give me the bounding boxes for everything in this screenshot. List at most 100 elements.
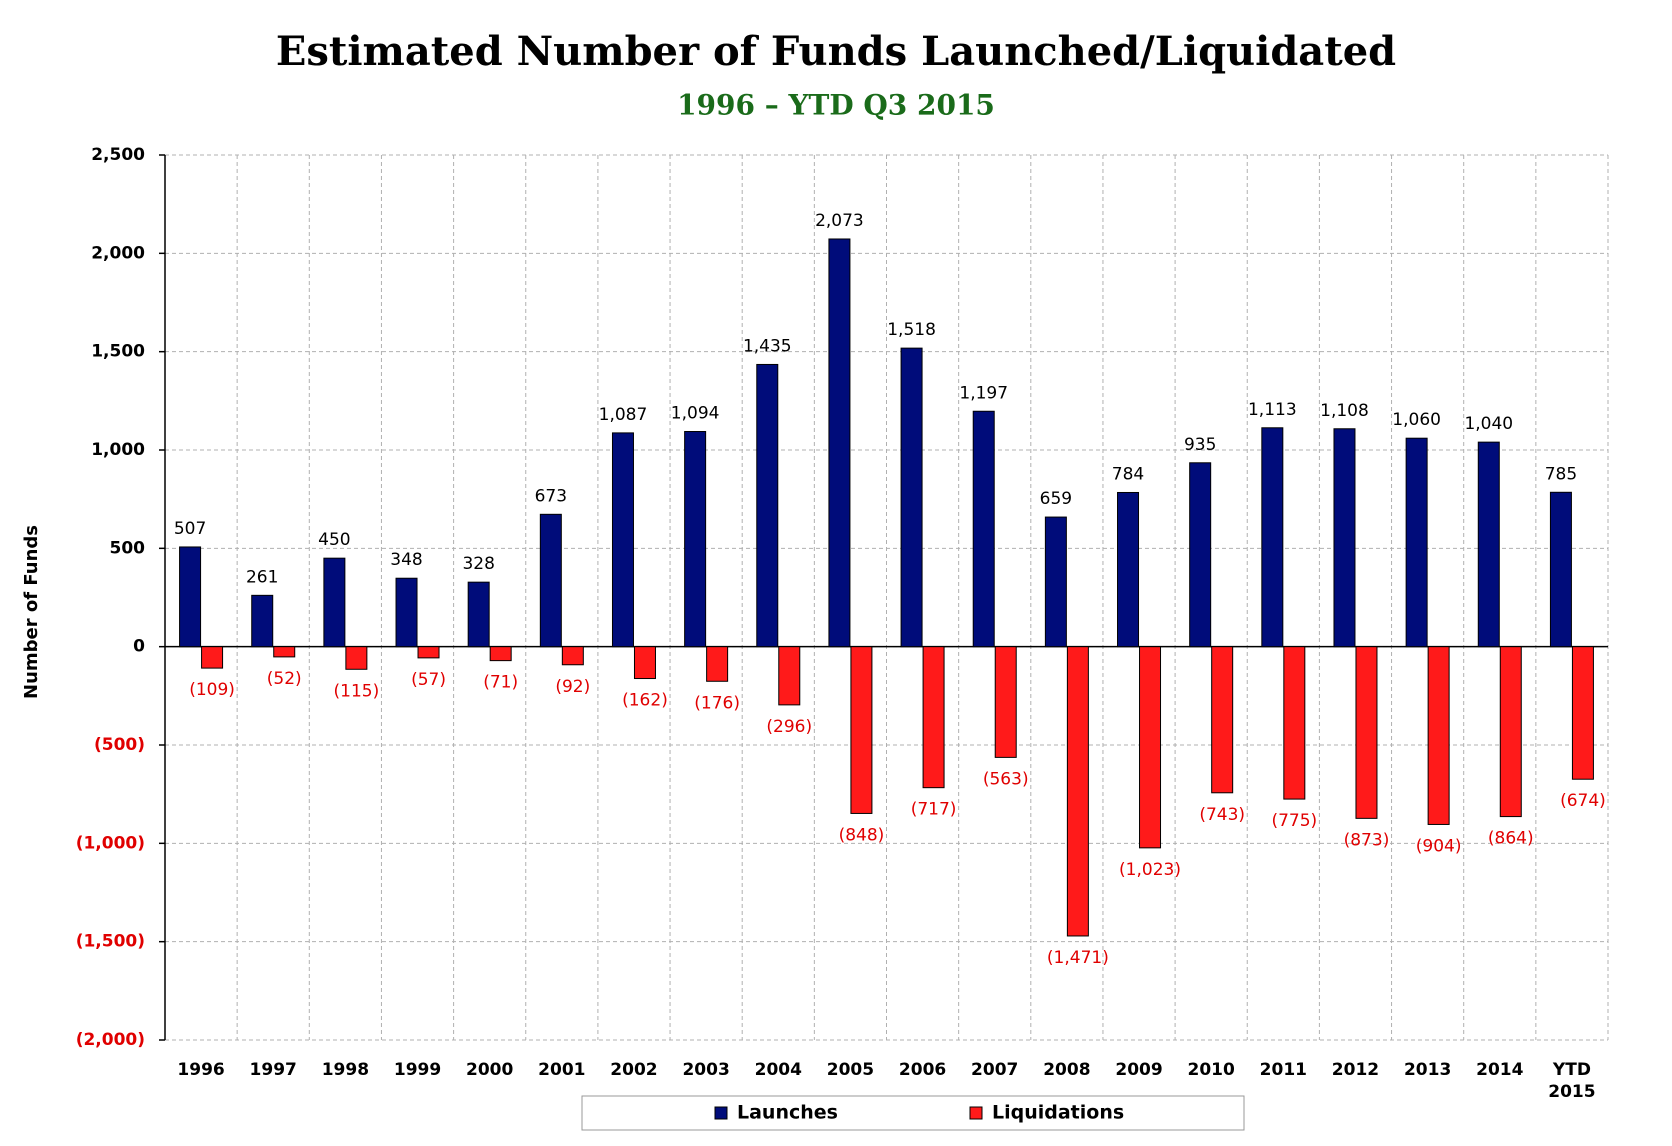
x-tick-label: 2006 <box>899 1060 946 1080</box>
value-label: (904) <box>1416 836 1462 856</box>
bar <box>756 363 779 648</box>
value-label: 1,197 <box>959 383 1008 403</box>
x-tick-label-line: 2010 <box>1188 1060 1235 1080</box>
bar <box>1261 427 1284 648</box>
value-label: (162) <box>622 691 668 711</box>
value-label: (176) <box>694 693 740 713</box>
value-label: (296) <box>766 717 812 737</box>
bar <box>994 646 1017 758</box>
bar <box>706 646 729 682</box>
x-tick-label-line: 2007 <box>971 1060 1018 1080</box>
x-tick-label-line: 2011 <box>1260 1060 1307 1080</box>
bar <box>273 646 296 658</box>
value-label: 784 <box>1112 464 1144 484</box>
y-tick-label: (2,000) <box>76 1030 145 1050</box>
bar <box>1355 646 1378 819</box>
bar <box>395 577 418 648</box>
x-tick-label-line: 2000 <box>466 1060 513 1080</box>
value-label: 450 <box>318 530 350 550</box>
bar <box>539 513 562 648</box>
bar <box>1333 428 1356 648</box>
x-tick-label: YTD 2015 <box>1548 1060 1595 1102</box>
x-tick-label: 2001 <box>538 1060 585 1080</box>
x-tick-label-line: 2003 <box>682 1060 729 1080</box>
x-tick-label: 1999 <box>394 1060 441 1080</box>
value-label: 1,518 <box>887 320 936 340</box>
x-tick-label-line: 1996 <box>177 1060 224 1080</box>
bar <box>179 546 202 648</box>
x-tick-label-line: 2001 <box>538 1060 585 1080</box>
bar <box>900 347 923 648</box>
x-tick-label-line: 1997 <box>250 1060 297 1080</box>
x-tick-label: 2014 <box>1476 1060 1523 1080</box>
legend-label: Launches <box>737 1102 838 1124</box>
value-label: (109) <box>189 680 235 700</box>
legend-swatch <box>714 1106 728 1120</box>
bar <box>1477 441 1500 648</box>
value-label: (71) <box>483 673 518 693</box>
bar <box>611 432 634 648</box>
value-label: 659 <box>1040 489 1072 509</box>
x-tick-label: 2005 <box>827 1060 874 1080</box>
x-tick-label-line: 2002 <box>610 1060 657 1080</box>
x-tick-label: 1997 <box>250 1060 297 1080</box>
value-label: (563) <box>983 769 1029 789</box>
x-tick-label-line: 1999 <box>394 1060 441 1080</box>
x-tick-label-line: 2009 <box>1115 1060 1162 1080</box>
bar <box>778 646 801 706</box>
value-label: (57) <box>411 670 446 690</box>
value-label: 1,113 <box>1248 400 1297 420</box>
x-tick-label-line: 2008 <box>1043 1060 1090 1080</box>
x-tick-label-line: 2015 <box>1548 1082 1595 1102</box>
legend-label: Liquidations <box>992 1102 1124 1124</box>
bar <box>1405 437 1428 648</box>
bar <box>251 594 274 648</box>
value-label: (674) <box>1560 791 1606 811</box>
x-tick-label: 2007 <box>971 1060 1018 1080</box>
x-tick-label-line: 2006 <box>899 1060 946 1080</box>
x-tick-label-line: 2005 <box>827 1060 874 1080</box>
bar <box>633 646 656 680</box>
value-label: 935 <box>1184 435 1216 455</box>
bar <box>1427 646 1450 825</box>
x-tick-label: 2013 <box>1404 1060 1451 1080</box>
x-tick-label: 2010 <box>1188 1060 1235 1080</box>
bar <box>684 431 707 648</box>
bar <box>561 646 584 666</box>
x-tick-label: 2000 <box>466 1060 513 1080</box>
x-tick-label: 2011 <box>1260 1060 1307 1080</box>
bar <box>1044 516 1067 648</box>
y-axis-title: Number of Funds <box>21 525 42 699</box>
value-label: (775) <box>1271 811 1317 831</box>
y-tick-label: 1,500 <box>91 342 145 362</box>
x-tick-label-line: 2013 <box>1404 1060 1451 1080</box>
legend-swatch <box>969 1106 983 1120</box>
legend-box <box>581 1095 1245 1131</box>
y-tick-label: 2,000 <box>91 243 145 263</box>
value-label: 261 <box>246 567 278 587</box>
x-tick-label-line: 2012 <box>1332 1060 1379 1080</box>
bar <box>1189 462 1212 648</box>
value-label: 1,087 <box>599 405 648 425</box>
bar <box>1139 646 1162 849</box>
y-tick-label: 2,500 <box>91 145 145 165</box>
x-tick-label: 2009 <box>1115 1060 1162 1080</box>
x-tick-label: 1996 <box>177 1060 224 1080</box>
bar <box>972 410 995 648</box>
x-tick-label-line: 2014 <box>1476 1060 1523 1080</box>
x-tick-label: 1998 <box>322 1060 369 1080</box>
bar <box>1066 646 1089 937</box>
bar <box>922 646 945 789</box>
value-label: (52) <box>267 669 302 689</box>
bar <box>1117 491 1140 648</box>
y-tick-label: 0 <box>133 637 145 657</box>
value-label: 1,108 <box>1320 401 1369 421</box>
y-tick-label: 500 <box>110 538 146 558</box>
value-label: 2,073 <box>815 211 864 231</box>
value-label: (848) <box>839 825 885 845</box>
bar <box>323 557 346 648</box>
y-tick-label: 1,000 <box>91 440 145 460</box>
bar <box>1211 646 1234 794</box>
bar <box>417 646 440 659</box>
